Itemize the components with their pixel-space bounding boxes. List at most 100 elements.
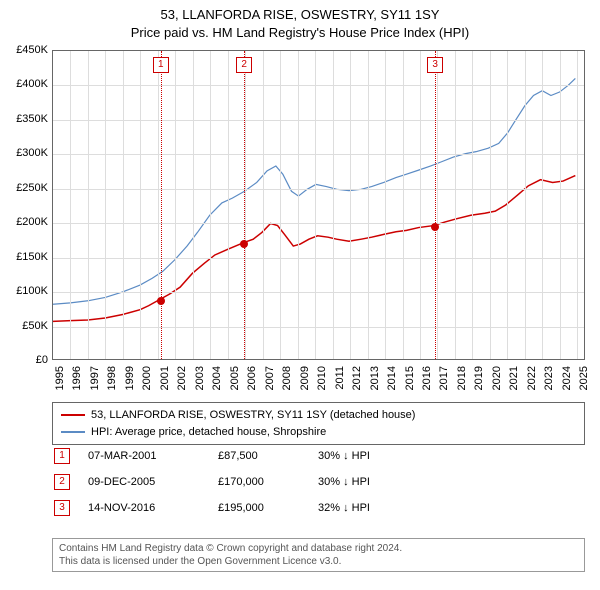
x-axis-label: 2023 <box>543 366 555 396</box>
x-axis-label: 2019 <box>473 366 485 396</box>
x-axis-label: 2017 <box>438 366 450 396</box>
gridline-v <box>437 51 438 359</box>
x-axis-label: 1995 <box>54 366 66 396</box>
gridline-v <box>298 51 299 359</box>
sale-row: 3 14-NOV-2016£195,00032% ↓ HPI <box>54 500 370 516</box>
gridline-v <box>88 51 89 359</box>
x-axis-label: 2002 <box>176 366 188 396</box>
sale-marker-dot <box>240 240 248 248</box>
x-axis-label: 2012 <box>351 366 363 396</box>
gridline-v <box>140 51 141 359</box>
legend-box: 53, LLANFORDA RISE, OSWESTRY, SY11 1SY (… <box>52 402 585 445</box>
x-axis-label: 2001 <box>159 366 171 396</box>
sale-marker-number: 2 <box>236 57 252 73</box>
gridline-h <box>53 292 584 293</box>
gridline-v <box>245 51 246 359</box>
x-axis-label: 2010 <box>316 366 328 396</box>
sale-marker-dot <box>157 297 165 305</box>
x-axis-label: 2016 <box>421 366 433 396</box>
gridline-h <box>53 223 584 224</box>
legend-row: HPI: Average price, detached house, Shro… <box>61 424 576 441</box>
x-axis-label: 2020 <box>491 366 503 396</box>
gridline-v <box>158 51 159 359</box>
gridline-v <box>280 51 281 359</box>
x-axis-label: 2022 <box>526 366 538 396</box>
x-axis-label: 2005 <box>229 366 241 396</box>
sale-marker-line <box>244 51 245 359</box>
gridline-h <box>53 154 584 155</box>
x-axis-label: 2018 <box>456 366 468 396</box>
x-axis-label: 2024 <box>561 366 573 396</box>
sale-price: £195,000 <box>218 502 318 514</box>
sale-delta: 30% ↓ HPI <box>318 476 370 488</box>
sale-price: £87,500 <box>218 450 318 462</box>
x-axis-label: 1996 <box>71 366 83 396</box>
sale-date: 14-NOV-2016 <box>88 502 218 514</box>
gridline-v <box>490 51 491 359</box>
gridline-v <box>333 51 334 359</box>
sale-number-box: 2 <box>54 474 70 490</box>
x-axis-label: 2008 <box>281 366 293 396</box>
gridline-h <box>53 120 584 121</box>
x-axis-label: 1998 <box>106 366 118 396</box>
x-axis-label: 2011 <box>334 366 346 396</box>
chart-container: 53, LLANFORDA RISE, OSWESTRY, SY11 1SY P… <box>0 0 600 590</box>
gridline-v <box>210 51 211 359</box>
plot-area: 1 2 3 <box>52 50 585 360</box>
gridline-v <box>420 51 421 359</box>
gridline-v <box>525 51 526 359</box>
sale-date: 07-MAR-2001 <box>88 450 218 462</box>
y-axis-label: £350K <box>2 113 48 125</box>
y-axis-label: £0 <box>2 354 48 366</box>
y-axis-label: £100K <box>2 285 48 297</box>
x-axis-label: 2000 <box>141 366 153 396</box>
sale-marker-number: 1 <box>153 57 169 73</box>
gridline-h <box>53 85 584 86</box>
sale-row: 209-DEC-2005£170,00030% ↓ HPI <box>54 474 370 490</box>
footer-line2: This data is licensed under the Open Gov… <box>59 555 578 568</box>
sale-delta: 32% ↓ HPI <box>318 502 370 514</box>
x-axis-label: 2021 <box>508 366 520 396</box>
gridline-h <box>53 189 584 190</box>
sale-price: £170,000 <box>218 476 318 488</box>
gridline-v <box>403 51 404 359</box>
gridline-v <box>350 51 351 359</box>
y-axis-label: £300K <box>2 147 48 159</box>
gridline-v <box>193 51 194 359</box>
legend-label: 53, LLANFORDA RISE, OSWESTRY, SY11 1SY (… <box>91 407 415 424</box>
x-axis-label: 1997 <box>89 366 101 396</box>
x-axis-label: 2003 <box>194 366 206 396</box>
legend-swatch <box>61 414 85 416</box>
sale-number-box: 3 <box>54 500 70 516</box>
gridline-h <box>53 258 584 259</box>
gridline-v <box>577 51 578 359</box>
sale-row: 1 07-MAR-2001£87,50030% ↓ HPI <box>54 448 370 464</box>
y-axis-label: £50K <box>2 320 48 332</box>
gridline-v <box>123 51 124 359</box>
x-axis-label: 2014 <box>386 366 398 396</box>
gridline-v <box>455 51 456 359</box>
gridline-v <box>105 51 106 359</box>
legend-row: 53, LLANFORDA RISE, OSWESTRY, SY11 1SY (… <box>61 407 576 424</box>
sale-delta: 30% ↓ HPI <box>318 450 370 462</box>
gridline-h <box>53 327 584 328</box>
plot-svg <box>53 51 584 359</box>
y-axis-label: £200K <box>2 216 48 228</box>
gridline-v <box>315 51 316 359</box>
y-axis-label: £150K <box>2 251 48 263</box>
gridline-v <box>472 51 473 359</box>
sale-marker-dot <box>431 223 439 231</box>
sale-number-box: 1 <box>54 448 70 464</box>
sale-marker-line <box>435 51 436 359</box>
gridline-v <box>507 51 508 359</box>
x-axis-label: 2025 <box>578 366 590 396</box>
footer-attribution: Contains HM Land Registry data © Crown c… <box>52 538 585 572</box>
sale-marker-line <box>161 51 162 359</box>
x-axis-label: 2013 <box>369 366 381 396</box>
footer-line1: Contains HM Land Registry data © Crown c… <box>59 542 578 555</box>
title-address: 53, LLANFORDA RISE, OSWESTRY, SY11 1SY <box>0 6 600 24</box>
title-block: 53, LLANFORDA RISE, OSWESTRY, SY11 1SY P… <box>0 0 600 44</box>
sale-marker-number: 3 <box>427 57 443 73</box>
y-axis-label: £400K <box>2 78 48 90</box>
gridline-v <box>542 51 543 359</box>
